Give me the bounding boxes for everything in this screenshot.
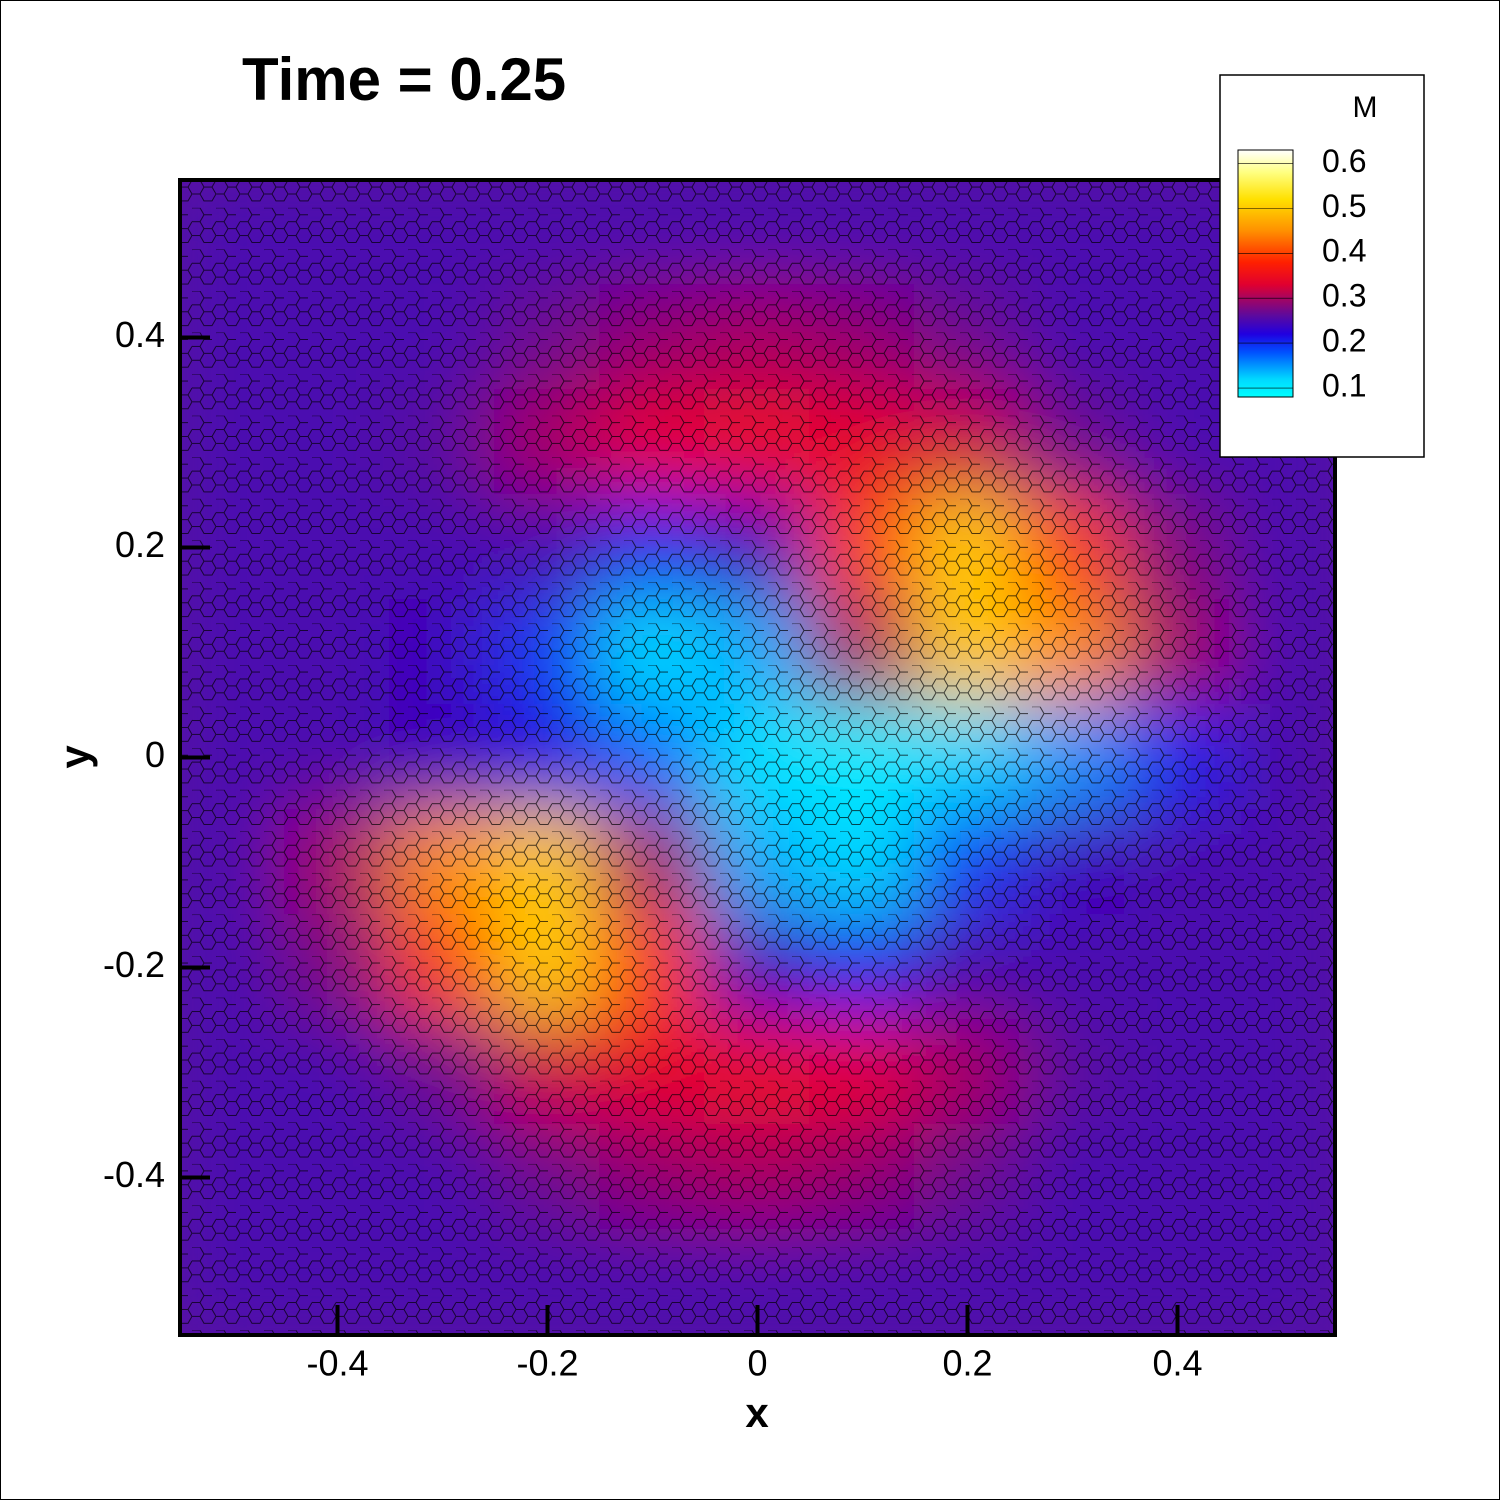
colorbar-tick-label: 0.6 [1322, 143, 1366, 179]
x-axis-label: x [745, 1389, 769, 1436]
colorbar [1237, 149, 1294, 398]
y-tick-label: -0.4 [103, 1154, 165, 1195]
colorbar-label: M [1353, 91, 1378, 124]
colorbar-tick-label: 0.2 [1322, 323, 1366, 359]
x-tick-label: -0.4 [306, 1343, 368, 1384]
chart-title: Time = 0.25 [242, 46, 566, 113]
field [180, 180, 1335, 1335]
y-tick-label: 0.2 [115, 524, 165, 565]
colorbar-tick-label: 0.5 [1322, 188, 1366, 224]
colorbar-tick-label: 0.3 [1322, 278, 1366, 314]
y-tick-label: 0 [145, 734, 165, 775]
plot-frame [178, 178, 1337, 1337]
axes: -0.4 -0.2 0 0.2 0.4 -0.4 -0.2 0 0.2 0.4 [103, 314, 1203, 1384]
y-tick-label: 0.4 [115, 314, 165, 355]
colorbar-legend: M 0.1 0.2 0.3 0.4 0.5 0.6 [1219, 74, 1425, 458]
x-tick-label: 0 [747, 1343, 767, 1384]
x-tick-label: 0.2 [942, 1343, 992, 1384]
y-tick-label: -0.2 [103, 944, 165, 985]
x-tick-label: 0.4 [1152, 1343, 1202, 1384]
colorbar-tick-label: 0.1 [1322, 367, 1366, 403]
x-tick-label: -0.2 [516, 1343, 578, 1384]
mesh [180, 180, 1335, 1335]
colorbar-tick-label: 0.4 [1322, 233, 1366, 269]
y-axis-label: y [51, 745, 98, 769]
